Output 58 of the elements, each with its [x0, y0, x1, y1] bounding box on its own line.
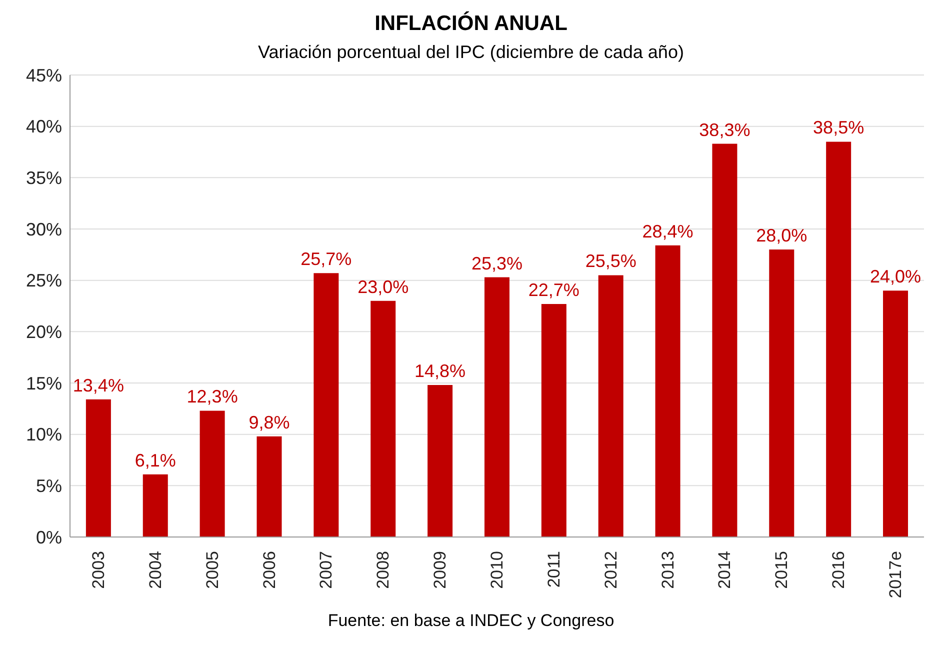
y-tick-label: 45% — [26, 65, 62, 86]
bar — [256, 436, 282, 537]
data-label: 38,3% — [699, 120, 750, 140]
bar — [484, 277, 510, 537]
bar — [826, 142, 852, 537]
data-label: 25,7% — [300, 249, 352, 270]
bar — [142, 474, 168, 537]
data-label: 9,8% — [248, 412, 290, 432]
data-label: 25,3% — [471, 253, 522, 274]
bar — [370, 300, 396, 537]
y-tick-label: 15% — [26, 373, 62, 394]
bar — [883, 290, 908, 537]
y-tick-label: 20% — [26, 322, 62, 342]
x-tick-label: 2003 — [88, 551, 108, 589]
x-tick-label: 2011 — [544, 551, 564, 588]
data-label: 22,7% — [528, 280, 580, 300]
x-tick-label: 2015 — [772, 551, 792, 589]
x-tick-label: 2006 — [260, 551, 279, 589]
chart-title: INFLACIÓN ANUAL — [374, 10, 568, 36]
bar — [428, 385, 453, 537]
y-tick-label: 5% — [36, 476, 62, 496]
x-tick-label: 2014 — [715, 551, 734, 589]
data-label: 24,0% — [870, 266, 922, 287]
data-label: 12,3% — [186, 386, 238, 407]
data-label: 13,4% — [72, 375, 124, 396]
x-tick-label: 2005 — [202, 551, 222, 589]
y-tick-label: 35% — [26, 168, 62, 188]
bar — [86, 399, 111, 537]
y-tick-label: 30% — [26, 219, 62, 240]
x-tick-label: 2009 — [430, 551, 450, 589]
x-tick-label: 2004 — [146, 551, 165, 589]
x-tick-label: 2007 — [316, 551, 336, 589]
bar — [712, 144, 738, 537]
data-label: 28,0% — [756, 226, 808, 246]
y-tick-label: 10% — [26, 424, 62, 445]
data-label: 38,5% — [813, 118, 864, 138]
y-tick-label: 25% — [26, 270, 62, 291]
data-label: 6,1% — [134, 450, 176, 470]
y-tick-label: 40% — [26, 116, 62, 137]
data-label: 14,8% — [414, 361, 466, 382]
bar — [598, 275, 624, 537]
chart-subtitle: Variación porcentual del IPC (diciembre de cada año) — [257, 42, 685, 63]
x-tick-label: 2017e — [886, 551, 906, 598]
x-tick-label: 2010 — [488, 551, 506, 589]
x-tick-label: 2008 — [374, 551, 393, 589]
bar — [541, 304, 566, 537]
x-tick-label: 2013 — [658, 551, 678, 589]
bar — [769, 250, 794, 537]
bar — [314, 273, 339, 537]
y-tick-label: 0% — [36, 527, 62, 548]
bar — [200, 410, 225, 537]
data-label: 23,0% — [358, 276, 409, 297]
source-note: Fuente: en base a INDEC y Congreso — [326, 611, 616, 631]
bar — [655, 245, 680, 537]
data-label: 28,4% — [642, 221, 694, 242]
x-tick-label: 2012 — [601, 551, 620, 589]
data-label: 25,5% — [585, 251, 636, 272]
x-tick-label: 2016 — [829, 551, 848, 589]
